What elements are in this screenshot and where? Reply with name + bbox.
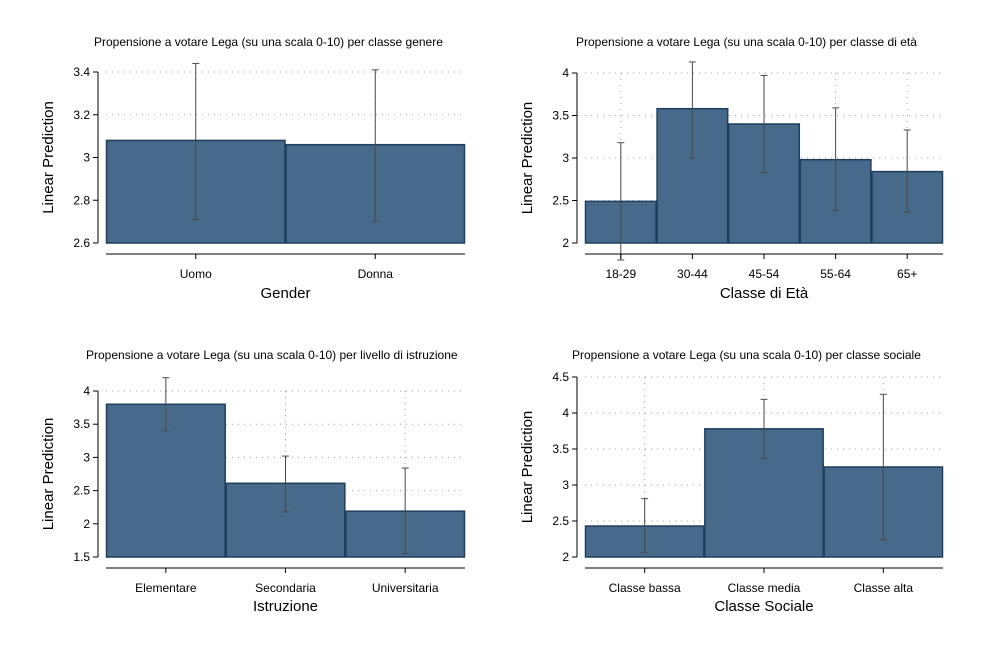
y-tick-label: 3 <box>562 478 569 492</box>
x-axis-title: Istruzione <box>253 598 318 615</box>
x-tick-label: Classe bassa <box>609 581 681 595</box>
x-tick-label: Donna <box>358 267 394 281</box>
x-tick-label: 55-64 <box>820 267 851 281</box>
y-tick-label: 2 <box>562 236 569 250</box>
y-tick-label: 2 <box>83 517 90 531</box>
y-tick-label: 2.5 <box>73 484 90 498</box>
y-tick-label: 1.5 <box>73 550 90 564</box>
y-tick-label: 3.2 <box>73 108 90 122</box>
y-tick-label: 4 <box>83 384 90 398</box>
y-tick-label: 3.4 <box>73 65 90 79</box>
x-tick-label: 65+ <box>897 267 917 281</box>
x-tick-label: 45-54 <box>749 267 780 281</box>
y-tick-label: 2.6 <box>73 236 90 250</box>
x-tick-label: Classe alta <box>854 581 914 595</box>
chart-title: Propensione a votare Lega (su una scala … <box>572 348 921 362</box>
x-tick-label: Uomo <box>180 267 212 281</box>
x-axis-title: Gender <box>260 285 310 302</box>
y-tick-label: 4 <box>562 406 569 420</box>
x-tick-label: 30-44 <box>677 267 708 281</box>
y-tick-label: 2.8 <box>73 193 90 207</box>
x-tick-label: 18-29 <box>605 267 636 281</box>
y-tick-label: 3.5 <box>552 442 569 456</box>
y-axis-title: Linear Prediction <box>40 418 57 531</box>
chart-title: Propensione a votare Lega (su una scala … <box>94 35 443 49</box>
y-axis-title: Linear Prediction <box>519 102 536 215</box>
y-tick-label: 3 <box>562 151 569 165</box>
chart-title: Propensione a votare Lega (su una scala … <box>86 348 458 362</box>
x-tick-label: Secondaria <box>255 581 316 595</box>
y-axis-title: Linear Prediction <box>40 101 57 214</box>
x-tick-label: Elementare <box>135 581 197 595</box>
y-tick-label: 3.5 <box>552 109 569 123</box>
y-tick-label: 2.5 <box>552 194 569 208</box>
x-axis-title: Classe Sociale <box>714 598 813 615</box>
x-tick-label: Universitaria <box>372 581 439 595</box>
y-tick-label: 4.5 <box>552 370 569 384</box>
y-axis-title: Linear Prediction <box>519 411 536 524</box>
x-axis-title: Classe di Età <box>720 285 809 302</box>
chart-title: Propensione a votare Lega (su una scala … <box>576 35 917 49</box>
y-tick-label: 2.5 <box>552 514 569 528</box>
y-tick-label: 3 <box>83 450 90 464</box>
y-tick-label: 4 <box>562 66 569 80</box>
x-tick-label: Classe media <box>728 581 801 595</box>
y-tick-label: 3.5 <box>73 417 90 431</box>
y-tick-label: 2 <box>562 550 569 564</box>
y-tick-label: 3 <box>83 151 90 165</box>
